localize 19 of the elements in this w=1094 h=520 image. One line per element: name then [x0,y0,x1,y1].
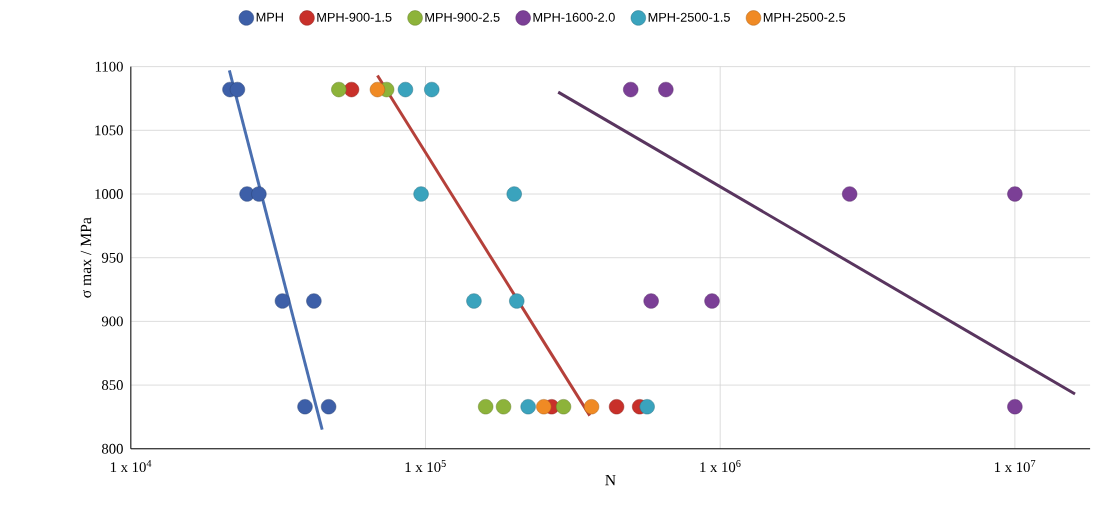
legend-label: MPH-2500-2.5 [763,12,846,22]
x-tick-label: 1 x 10$^{7}$ [994,459,1036,472]
y-tick-label: 900 [101,316,123,327]
legend-label: MPH-1600-2.0 [533,12,615,22]
y-tick-label: 1050 [95,125,123,136]
x-tick-label: 1 x 10$^{6}$ [700,459,741,472]
legend-label: MPH-2500-1.5 [648,12,730,22]
legend-label: MPH [256,12,283,22]
y-tick-label: 850 [101,379,123,390]
y-tick-label: 950 [101,252,123,263]
x-tick-label: 1 x 10$^{4}$ [110,459,152,472]
y-tick-label: 1100 [95,61,123,72]
y-tick-label: 800 [101,443,123,454]
x-tick-label: 1 x 10$^{5}$ [405,459,446,472]
legend-label: MPH-900-2.5 [425,12,500,22]
y-axis-title: σ max / MPa [80,217,92,298]
x-axis-title: N [605,474,616,486]
y-tick-label: 1000 [95,188,123,199]
legend-label: MPH-900-1.5 [317,12,392,22]
